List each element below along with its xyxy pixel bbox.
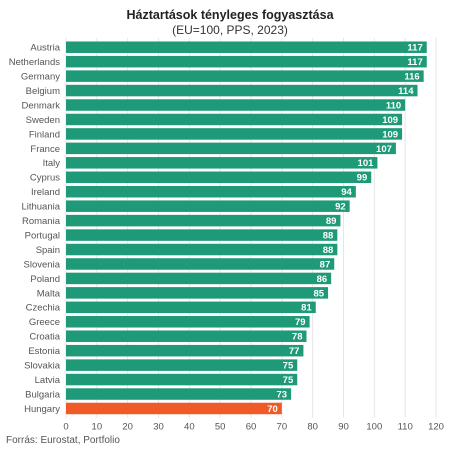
data-label: 109	[382, 129, 398, 140]
bar	[66, 316, 310, 328]
category-label: Spain	[36, 245, 60, 256]
data-label: 99	[357, 173, 368, 184]
category-label: Latvia	[35, 375, 61, 386]
data-label: 94	[341, 187, 352, 198]
data-label: 114	[398, 86, 414, 97]
x-tick-label: 80	[307, 422, 318, 433]
category-label: Austria	[30, 43, 60, 54]
category-label: Bulgaria	[25, 389, 61, 400]
data-label: 109	[382, 115, 398, 126]
bar	[66, 41, 427, 53]
category-label: Greece	[29, 317, 60, 328]
bar	[66, 214, 341, 227]
data-label: 88	[323, 230, 334, 241]
category-label: Belgium	[26, 86, 60, 97]
category-label: Estonia	[28, 346, 60, 357]
category-label: Malta	[37, 288, 61, 299]
category-label: Croatia	[29, 332, 60, 343]
x-tick-label: 120	[428, 422, 444, 433]
data-label: 85	[314, 288, 325, 299]
data-label: 81	[301, 303, 312, 314]
x-tick-label: 60	[246, 422, 257, 433]
data-label: 75	[283, 375, 294, 386]
bar	[66, 157, 378, 169]
bar	[66, 287, 329, 299]
data-label: 92	[335, 202, 346, 213]
data-label: 73	[277, 389, 288, 400]
x-tick-label: 0	[63, 422, 68, 433]
category-label: Slovakia	[24, 361, 61, 372]
chart-title: Háztartások tényleges fogyasztása	[126, 8, 334, 22]
category-label: Poland	[30, 274, 60, 285]
bar	[66, 99, 406, 111]
bar	[66, 229, 338, 241]
x-tick-label: 30	[153, 422, 164, 433]
category-label: Hungary	[24, 404, 60, 415]
bar	[66, 200, 350, 212]
category-label: Romania	[22, 216, 61, 227]
category-label: Czechia	[26, 303, 61, 314]
category-label: Germany	[21, 72, 60, 83]
category-label: Lithuania	[21, 202, 60, 213]
bar	[66, 171, 372, 184]
x-tick-label: 40	[184, 422, 195, 433]
data-label: 77	[289, 346, 300, 357]
bar	[66, 344, 304, 357]
bar	[66, 70, 424, 82]
bar	[66, 388, 292, 400]
data-label: 75	[283, 361, 294, 372]
bar	[66, 359, 298, 371]
x-tick-label: 110	[398, 422, 413, 433]
data-label: 79	[295, 317, 306, 328]
bar	[66, 272, 332, 285]
bar	[66, 185, 356, 198]
bar	[66, 55, 427, 68]
category-label: Ireland	[31, 187, 60, 198]
bar	[66, 258, 335, 270]
bar	[66, 373, 298, 386]
data-label: 86	[317, 274, 328, 285]
data-label: 101	[358, 158, 375, 169]
category-label: Denmark	[21, 100, 60, 111]
x-tick-label: 50	[215, 422, 226, 433]
category-label: Cyprus	[30, 173, 60, 184]
data-label: 117	[407, 43, 422, 54]
x-tick-label: 100	[366, 422, 382, 433]
bar	[66, 330, 307, 342]
bar	[66, 113, 403, 126]
bar	[66, 128, 403, 140]
category-label: Netherlands	[9, 57, 60, 68]
bar	[66, 243, 338, 256]
data-label: 89	[326, 216, 337, 227]
data-label: 110	[386, 100, 401, 111]
bar	[66, 402, 282, 415]
data-label: 78	[292, 332, 303, 343]
data-label: 87	[320, 259, 331, 270]
x-tick-label: 10	[92, 422, 103, 433]
data-label: 117	[407, 57, 422, 68]
bar	[66, 142, 396, 155]
data-label: 116	[404, 72, 419, 83]
category-label: Portugal	[25, 230, 60, 241]
source-note: Forrás: Eurostat, Portfolio	[6, 435, 120, 446]
chart-subtitle: (EU=100, PPS, 2023)	[172, 23, 288, 37]
category-label: Slovenia	[24, 259, 61, 270]
data-label: 107	[376, 144, 392, 155]
category-label: Sweden	[26, 115, 60, 126]
category-label: Finland	[29, 129, 60, 140]
bar	[66, 301, 316, 314]
x-tick-label: 90	[338, 422, 349, 433]
category-label: France	[30, 144, 60, 155]
category-label: Italy	[43, 158, 61, 169]
x-tick-label: 70	[277, 422, 288, 433]
bar	[66, 84, 418, 97]
data-label: 70	[267, 404, 278, 415]
data-label: 88	[323, 245, 334, 256]
x-tick-label: 20	[122, 422, 133, 433]
